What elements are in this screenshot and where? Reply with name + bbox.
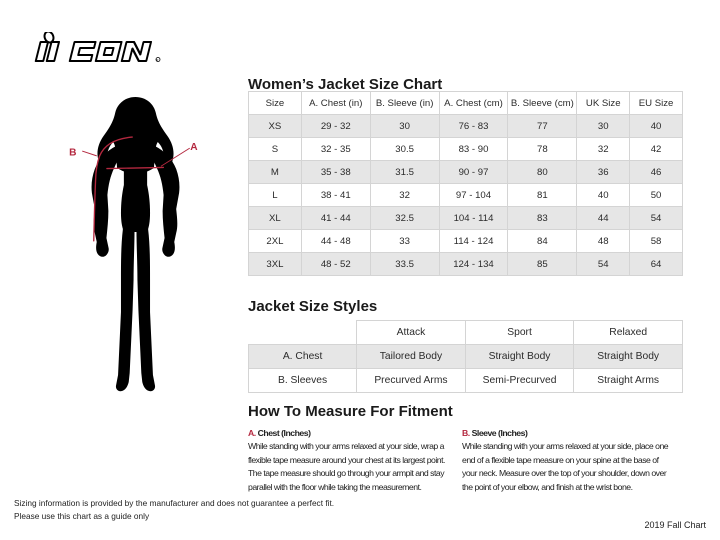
svg-text:A: A (190, 142, 198, 153)
svg-text:R: R (156, 58, 158, 62)
svg-text:B: B (69, 147, 76, 158)
